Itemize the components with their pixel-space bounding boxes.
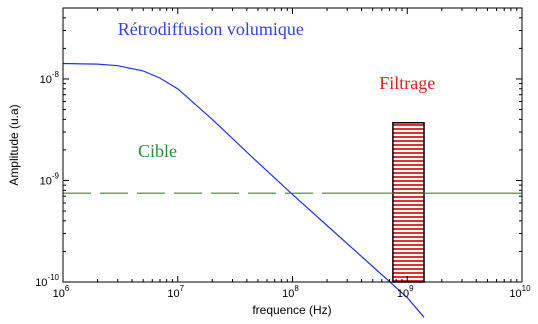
annotation-filtrage: Filtrage (379, 73, 435, 93)
annotation-cible: Cible (138, 141, 177, 161)
x-tick-exponent: 6 (65, 284, 70, 293)
y-axis-title: Amplitude (u.a) (7, 104, 21, 185)
y-tick-label: 10-8 (40, 70, 60, 86)
x-axis-title: frequence (Hz) (252, 303, 331, 317)
annotation-retro: Rétrodiffusion volumique (118, 19, 304, 39)
y-tick-exponent: -10 (47, 273, 59, 282)
x-tick-exponent: 10 (522, 284, 531, 293)
x-tick-label: 109 (397, 284, 414, 300)
x-tick-label: 108 (282, 284, 299, 300)
x-tick-label: 1010 (509, 284, 531, 300)
y-tick-exponent: -8 (52, 70, 60, 79)
x-tick-exponent: 7 (180, 284, 185, 293)
plot-area (63, 8, 522, 282)
x-tick-label: 106 (53, 284, 70, 300)
y-tick-label: 10-9 (40, 171, 60, 187)
series-retrodiffusion-line (62, 62, 425, 318)
x-tick-exponent: 9 (409, 284, 414, 293)
y-tick-exponent: -9 (52, 171, 60, 180)
y-tick-label: 10-10 (35, 273, 59, 289)
x-tick-exponent: 8 (294, 284, 299, 293)
x-tick-label: 107 (167, 284, 184, 300)
filter-band (392, 122, 425, 283)
